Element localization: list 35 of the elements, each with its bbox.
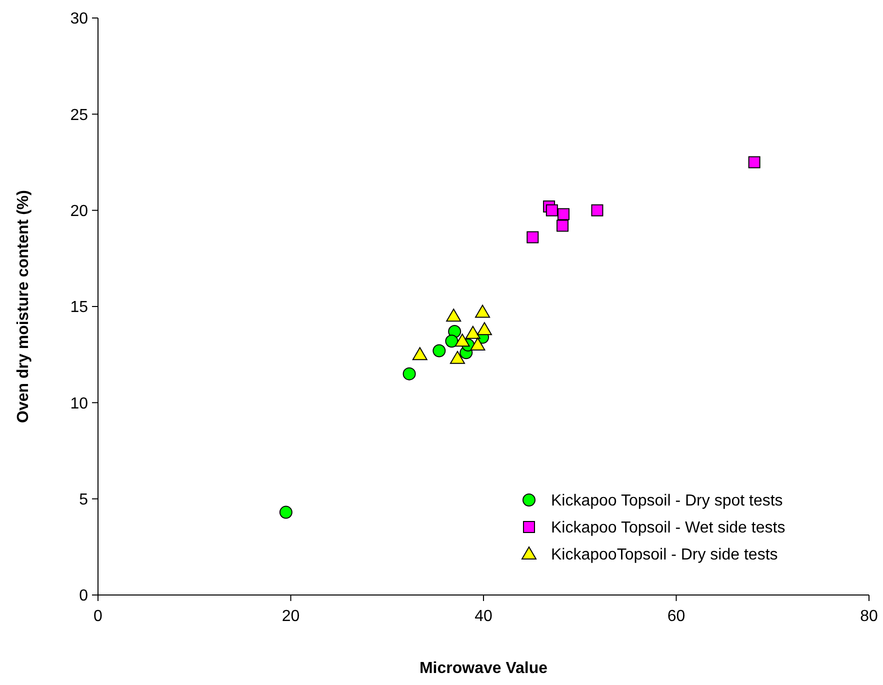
point <box>402 367 416 380</box>
point <box>476 322 492 336</box>
point <box>450 350 465 364</box>
legend-label: KickapooTopsoil - Dry side tests <box>551 546 778 564</box>
y-tick-label: 5 <box>79 491 88 508</box>
point <box>445 334 458 348</box>
point <box>546 204 558 216</box>
x-tick-label: 60 <box>667 608 686 625</box>
point <box>475 304 490 318</box>
y-axis-title: Oven dry moisture content (%) <box>15 190 32 423</box>
y-tick-label: 10 <box>70 395 88 412</box>
point <box>556 220 569 232</box>
x-tick-label: 80 <box>860 608 878 625</box>
point <box>526 231 539 244</box>
legend-label: Kickapoo Topsoil - Wet side tests <box>551 520 786 537</box>
point <box>748 156 760 168</box>
y-tick-label: 25 <box>70 106 88 124</box>
y-tick-label: 15 <box>70 299 88 316</box>
point <box>465 326 480 339</box>
point <box>432 344 446 358</box>
x-tick-label: 20 <box>282 608 300 625</box>
x-tick-label: 40 <box>474 608 492 625</box>
point <box>446 308 462 322</box>
legend-label: Kickapoo Topsoil - Dry spot tests <box>551 492 783 510</box>
x-axis-title: Microwave Value <box>419 660 548 677</box>
y-tick-label: 20 <box>70 202 88 220</box>
point <box>412 347 428 360</box>
point <box>454 334 470 347</box>
point <box>470 337 486 350</box>
y-tick-label: 30 <box>70 10 88 28</box>
x-tick-label: 0 <box>94 608 103 625</box>
y-tick-label: 0 <box>79 588 88 605</box>
point <box>279 506 292 519</box>
point <box>557 208 570 220</box>
point <box>591 204 604 216</box>
